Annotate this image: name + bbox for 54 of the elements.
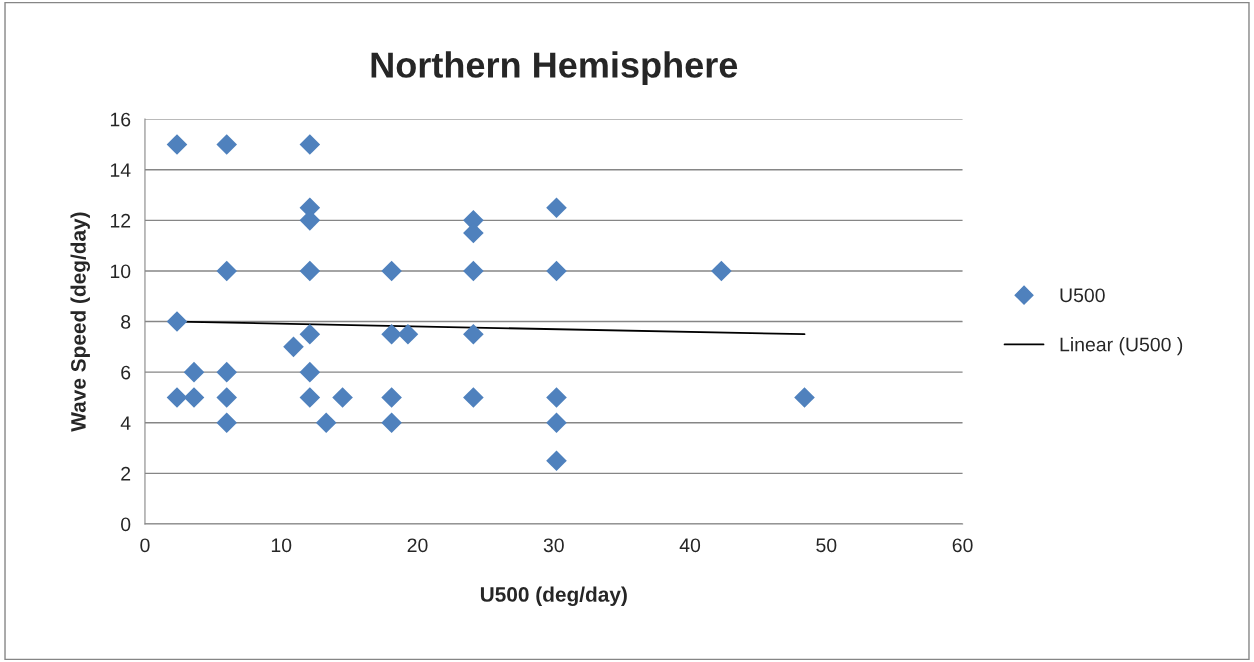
point xyxy=(183,387,205,408)
point xyxy=(381,260,402,282)
point xyxy=(381,323,402,345)
x-tick-label: 20 xyxy=(407,538,428,553)
point xyxy=(283,336,304,358)
point xyxy=(166,134,188,155)
chart-title: Northern Hemisphere xyxy=(371,51,738,85)
y-tick-label: 14 xyxy=(110,163,131,177)
point xyxy=(166,311,188,332)
point xyxy=(381,387,402,408)
point xyxy=(546,412,567,434)
y-tick-label: 10 xyxy=(110,264,131,279)
x-tick-label: 30 xyxy=(543,538,564,553)
y-tick-label: 12 xyxy=(110,213,131,228)
point xyxy=(299,387,321,408)
y-tick-label: 16 xyxy=(110,112,131,127)
point xyxy=(546,387,567,408)
point xyxy=(546,197,567,219)
point xyxy=(216,134,238,155)
point xyxy=(463,387,484,408)
point xyxy=(463,323,484,345)
y-tick-label: 2 xyxy=(121,466,131,481)
point xyxy=(332,387,353,408)
legend-label: Linear (U500 ) xyxy=(1060,337,1183,356)
x-tick-label: 60 xyxy=(952,538,973,553)
x-tick-label: 10 xyxy=(271,538,292,553)
legend-label: U500 xyxy=(1060,288,1105,303)
point xyxy=(216,361,238,383)
point xyxy=(794,387,815,408)
point xyxy=(183,361,205,383)
point xyxy=(299,260,321,282)
point xyxy=(216,260,238,282)
point xyxy=(711,260,732,282)
y-tick-label: 4 xyxy=(120,416,131,430)
x-tick-label: 0 xyxy=(140,538,150,553)
point xyxy=(299,323,321,345)
point xyxy=(166,387,188,408)
point xyxy=(299,361,321,383)
y-tick-label: 8 xyxy=(121,315,131,329)
point xyxy=(216,387,238,408)
point xyxy=(315,412,337,434)
point xyxy=(381,412,402,434)
point xyxy=(397,323,419,345)
point xyxy=(299,134,321,155)
x-tick-label: 40 xyxy=(679,538,701,553)
point xyxy=(463,260,484,282)
y-tick-label: 6 xyxy=(121,365,131,380)
x-tick-label: 50 xyxy=(816,538,837,553)
y-axis-title: Wave Speed (deg/day) xyxy=(70,212,90,432)
y-tick-label: 0 xyxy=(121,517,131,532)
point xyxy=(546,450,567,472)
x-axis-title: U500 (deg/day) xyxy=(480,586,627,607)
point xyxy=(546,260,567,282)
point xyxy=(216,412,238,434)
